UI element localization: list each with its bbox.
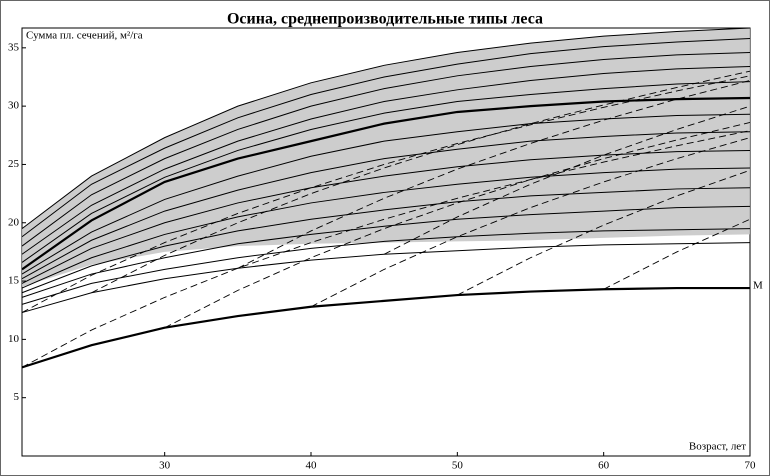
y-tick-label: 30 [8,100,20,112]
x-axis-label: Возраст, лет [689,441,746,453]
curve [21,167,751,289]
x-tick-label: 70 [745,460,757,472]
curve [21,205,751,298]
curve [21,96,751,271]
dashed-curve [91,70,751,294]
y-tick-label: 5 [14,391,20,403]
x-tick-label: 60 [598,460,610,472]
dashed-curve [603,218,751,290]
x-tick-label: 50 [452,460,464,472]
y-tick-label: 25 [8,158,20,170]
curve [21,286,750,369]
curve [21,131,751,280]
y-tick-label: 10 [8,333,20,345]
dashed-curve [237,80,751,269]
chart-title: Осина, среднепроизводительные типы леса [227,11,543,28]
dashed-curve [21,75,751,313]
x-tick-label: 30 [159,460,171,472]
y-tick-label: 15 [8,275,20,287]
series-label: M [753,280,763,292]
x-tick-label: 40 [306,460,318,472]
y-axis-label: Сумма пл. сечений, м²/га [26,30,143,42]
dashed-curve [383,105,751,255]
curve [21,149,751,284]
dashed-curve [457,169,751,296]
dashed-curve [310,137,751,308]
curve [21,113,751,275]
dashed-curve [21,130,751,368]
curve [21,37,751,238]
shaded-band [22,28,750,287]
curve [21,81,751,263]
curve [21,27,751,229]
curve [21,228,751,305]
y-tick-label: 35 [8,41,20,53]
curve [21,187,751,294]
curve [21,65,751,255]
curve [21,51,751,247]
y-tick-label: 20 [8,216,20,228]
dashed-curve [164,122,751,329]
